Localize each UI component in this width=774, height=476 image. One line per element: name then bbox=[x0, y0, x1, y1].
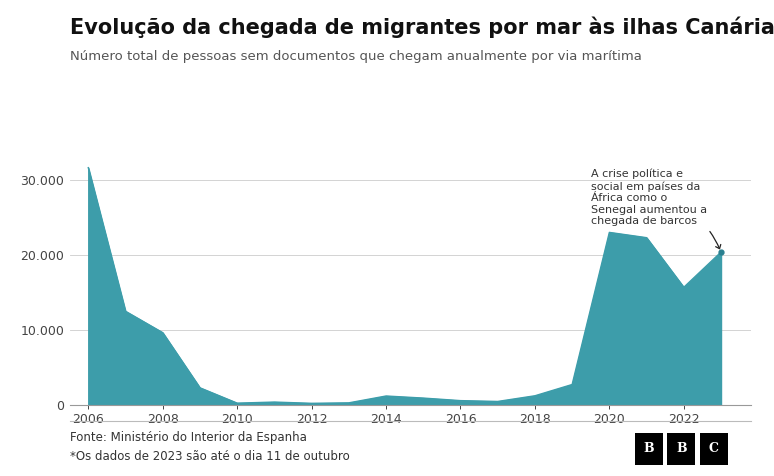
Text: B: B bbox=[643, 442, 654, 455]
FancyBboxPatch shape bbox=[667, 433, 695, 465]
Text: B: B bbox=[676, 442, 687, 455]
FancyBboxPatch shape bbox=[700, 433, 728, 465]
Text: A crise política e
social em países da
África como o
Senegal aumentou a
chegada : A crise política e social em países da Á… bbox=[591, 169, 721, 248]
Text: *Os dados de 2023 são até o dia 11 de outubro: *Os dados de 2023 são até o dia 11 de ou… bbox=[70, 450, 349, 463]
Text: Fonte: Ministério do Interior da Espanha: Fonte: Ministério do Interior da Espanha bbox=[70, 431, 307, 444]
Text: Número total de pessoas sem documentos que chegam anualmente por via marítima: Número total de pessoas sem documentos q… bbox=[70, 50, 642, 63]
Text: Evolução da chegada de migrantes por mar às ilhas Canárias: Evolução da chegada de migrantes por mar… bbox=[70, 17, 774, 38]
Text: C: C bbox=[709, 442, 719, 455]
FancyBboxPatch shape bbox=[635, 433, 663, 465]
